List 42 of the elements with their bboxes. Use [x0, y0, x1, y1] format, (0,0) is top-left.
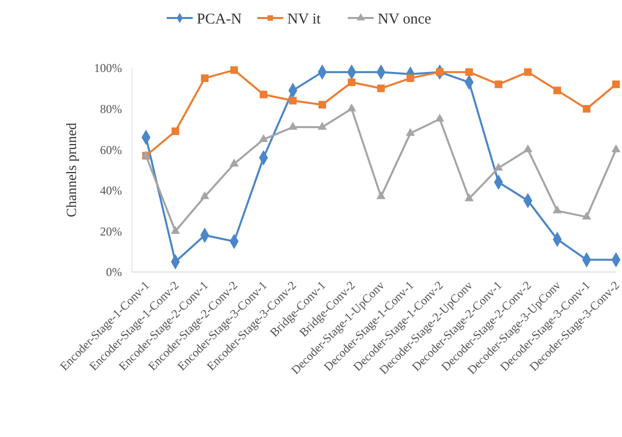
point: [288, 122, 298, 130]
point: [406, 128, 415, 136]
point: [611, 144, 621, 152]
point: [318, 122, 327, 130]
point: [464, 193, 474, 202]
point: [318, 100, 326, 109]
point: [376, 191, 386, 200]
point: [612, 80, 620, 88]
y-tick-label: 0%: [106, 265, 122, 280]
point: [465, 68, 473, 76]
y-tick-label: 80%: [100, 102, 122, 116]
point: [172, 127, 180, 136]
y-tick-label: 40%: [100, 184, 122, 198]
point: [170, 226, 180, 234]
point: [582, 212, 592, 220]
y-tick-label: 20%: [100, 224, 122, 238]
point: [406, 74, 414, 82]
point: [494, 80, 502, 88]
point: [523, 144, 532, 152]
point: [200, 191, 210, 200]
point: [553, 86, 562, 94]
point: [348, 78, 356, 86]
point: [347, 104, 356, 112]
legend-label: PCA-N: [196, 11, 242, 28]
point: [436, 68, 444, 76]
y-tick-label: 100%: [94, 61, 122, 76]
point: [230, 158, 239, 167]
point: [230, 66, 238, 74]
point: [582, 104, 590, 113]
point: [552, 206, 562, 214]
legend-label: NV it: [287, 11, 322, 28]
point: [377, 84, 385, 92]
point: [258, 134, 268, 142]
point: [435, 114, 444, 122]
y-tick-label: 60%: [100, 142, 122, 157]
point: [289, 96, 297, 104]
point: [494, 162, 504, 171]
y-axis-title: Channels pruned: [65, 122, 80, 218]
point: [260, 90, 268, 98]
legend-label: NV once: [378, 11, 432, 28]
point: [200, 74, 209, 82]
point: [524, 68, 532, 76]
